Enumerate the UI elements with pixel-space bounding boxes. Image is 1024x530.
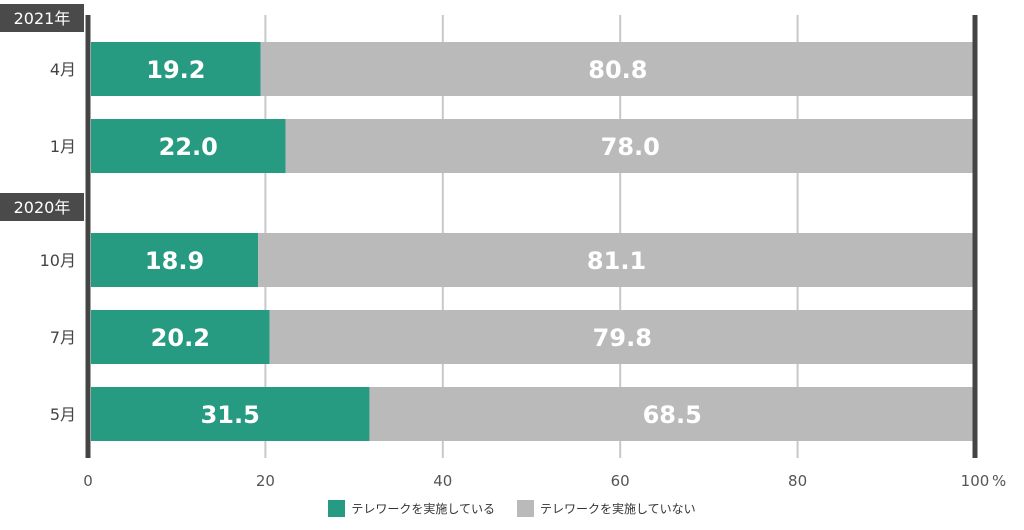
bar-not-teleworking bbox=[258, 233, 975, 287]
category-label: 10月 bbox=[40, 251, 76, 270]
data-label: 22.0 bbox=[159, 133, 218, 161]
x-tick-label: 60 bbox=[611, 472, 630, 490]
bar-teleworking bbox=[91, 119, 286, 173]
x-tick-label: 80 bbox=[788, 472, 807, 490]
legend-swatch-teleworking bbox=[328, 500, 346, 517]
data-label: 80.8 bbox=[588, 56, 647, 84]
legend-swatch-not-teleworking bbox=[517, 500, 534, 517]
legend-label-teleworking: テレワークを実施している bbox=[351, 502, 495, 516]
group-label: 2020年 bbox=[14, 198, 71, 217]
x-tick-label: 100 bbox=[961, 472, 990, 490]
data-label: 31.5 bbox=[201, 401, 260, 429]
category-label: 1月 bbox=[50, 137, 76, 156]
data-label: 81.1 bbox=[587, 247, 646, 275]
group-label-box bbox=[0, 4, 84, 32]
x-tick-label: 40 bbox=[433, 472, 452, 490]
bar-teleworking bbox=[91, 387, 370, 441]
group-label: 2021年 bbox=[14, 9, 71, 28]
category-label: 7月 bbox=[50, 328, 76, 347]
data-label: 78.0 bbox=[601, 133, 660, 161]
data-label: 18.9 bbox=[145, 247, 204, 275]
bar-teleworking bbox=[91, 233, 259, 287]
data-label: 68.5 bbox=[643, 401, 702, 429]
bar-not-teleworking bbox=[260, 42, 975, 96]
bar-not-teleworking bbox=[369, 387, 976, 441]
bar-not-teleworking bbox=[269, 310, 975, 364]
group-label-box bbox=[0, 193, 84, 221]
bar-teleworking bbox=[91, 310, 270, 364]
legend-item-teleworking: テレワークを実施している bbox=[328, 500, 495, 517]
x-tick-label: 0 bbox=[83, 472, 93, 490]
legend-item-not-teleworking: テレワークを実施していない bbox=[517, 500, 696, 517]
category-label: 5月 bbox=[50, 405, 76, 424]
x-tick-label: 20 bbox=[256, 472, 275, 490]
bar-not-teleworking bbox=[285, 119, 976, 173]
category-label: 4月 bbox=[50, 60, 76, 79]
x-axis-unit: % bbox=[992, 472, 1006, 490]
bar-teleworking bbox=[91, 42, 261, 96]
data-label: 19.2 bbox=[146, 56, 205, 84]
legend-label-not-teleworking: テレワークを実施していない bbox=[540, 502, 696, 516]
stacked-bar-chart: 0 20 40 60 80 100 % 19.2 80.8 4月 22.0 78.0 1月 18.9 81.… bbox=[0, 4, 1006, 490]
data-label: 79.8 bbox=[593, 324, 652, 352]
data-label: 20.2 bbox=[151, 324, 210, 352]
chart-legend: テレワークを実施している テレワークを実施していない bbox=[0, 500, 1024, 517]
